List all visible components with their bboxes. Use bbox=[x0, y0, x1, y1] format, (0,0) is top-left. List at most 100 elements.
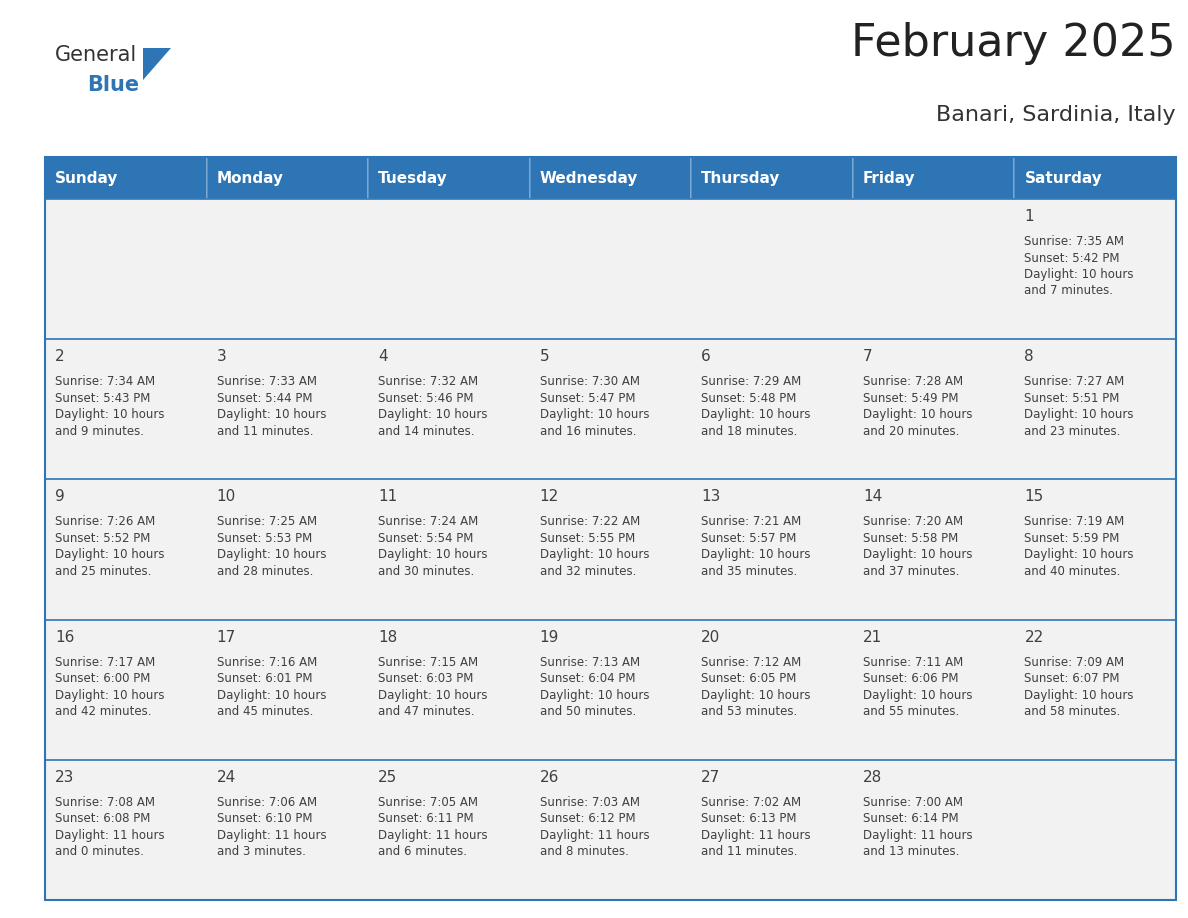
Bar bbox=[368, 620, 530, 760]
Bar bbox=[1015, 479, 1176, 620]
Text: Sunrise: 7:35 AM
Sunset: 5:42 PM
Daylight: 10 hours
and 7 minutes.: Sunrise: 7:35 AM Sunset: 5:42 PM Dayligh… bbox=[1024, 235, 1133, 297]
Text: 28: 28 bbox=[862, 770, 883, 785]
Bar bbox=[1015, 760, 1176, 900]
Text: 16: 16 bbox=[55, 630, 75, 644]
Text: 27: 27 bbox=[701, 770, 721, 785]
Text: 9: 9 bbox=[55, 489, 65, 504]
Text: 18: 18 bbox=[378, 630, 398, 644]
Bar bbox=[691, 157, 853, 199]
Bar bbox=[530, 620, 691, 760]
Text: 15: 15 bbox=[1024, 489, 1044, 504]
Text: Sunrise: 7:28 AM
Sunset: 5:49 PM
Daylight: 10 hours
and 20 minutes.: Sunrise: 7:28 AM Sunset: 5:49 PM Dayligh… bbox=[862, 375, 972, 438]
Bar bbox=[853, 620, 1015, 760]
Bar bbox=[207, 157, 368, 199]
Text: 8: 8 bbox=[1024, 349, 1034, 364]
Text: 17: 17 bbox=[216, 630, 236, 644]
Text: Sunrise: 7:29 AM
Sunset: 5:48 PM
Daylight: 10 hours
and 18 minutes.: Sunrise: 7:29 AM Sunset: 5:48 PM Dayligh… bbox=[701, 375, 810, 438]
Text: 12: 12 bbox=[539, 489, 560, 504]
Bar bbox=[853, 760, 1015, 900]
Text: February 2025: February 2025 bbox=[852, 22, 1176, 65]
Bar bbox=[207, 479, 368, 620]
Text: 24: 24 bbox=[216, 770, 236, 785]
Text: Sunrise: 7:34 AM
Sunset: 5:43 PM
Daylight: 10 hours
and 9 minutes.: Sunrise: 7:34 AM Sunset: 5:43 PM Dayligh… bbox=[55, 375, 164, 438]
Bar bbox=[691, 479, 853, 620]
Bar bbox=[45, 479, 207, 620]
Text: 6: 6 bbox=[701, 349, 712, 364]
Text: Sunrise: 7:25 AM
Sunset: 5:53 PM
Daylight: 10 hours
and 28 minutes.: Sunrise: 7:25 AM Sunset: 5:53 PM Dayligh… bbox=[216, 515, 326, 578]
Text: 7: 7 bbox=[862, 349, 872, 364]
Text: 1: 1 bbox=[1024, 209, 1034, 224]
Text: Sunrise: 7:12 AM
Sunset: 6:05 PM
Daylight: 10 hours
and 53 minutes.: Sunrise: 7:12 AM Sunset: 6:05 PM Dayligh… bbox=[701, 655, 810, 718]
Bar bbox=[691, 760, 853, 900]
Bar bbox=[691, 339, 853, 479]
Bar bbox=[691, 620, 853, 760]
Bar bbox=[207, 760, 368, 900]
Text: Sunrise: 7:20 AM
Sunset: 5:58 PM
Daylight: 10 hours
and 37 minutes.: Sunrise: 7:20 AM Sunset: 5:58 PM Dayligh… bbox=[862, 515, 972, 578]
Text: Sunrise: 7:05 AM
Sunset: 6:11 PM
Daylight: 11 hours
and 6 minutes.: Sunrise: 7:05 AM Sunset: 6:11 PM Dayligh… bbox=[378, 796, 488, 858]
Text: 26: 26 bbox=[539, 770, 560, 785]
Text: Sunrise: 7:32 AM
Sunset: 5:46 PM
Daylight: 10 hours
and 14 minutes.: Sunrise: 7:32 AM Sunset: 5:46 PM Dayligh… bbox=[378, 375, 487, 438]
Text: Sunrise: 7:03 AM
Sunset: 6:12 PM
Daylight: 11 hours
and 8 minutes.: Sunrise: 7:03 AM Sunset: 6:12 PM Dayligh… bbox=[539, 796, 650, 858]
Bar bbox=[368, 339, 530, 479]
Text: Sunrise: 7:15 AM
Sunset: 6:03 PM
Daylight: 10 hours
and 47 minutes.: Sunrise: 7:15 AM Sunset: 6:03 PM Dayligh… bbox=[378, 655, 487, 718]
Text: 11: 11 bbox=[378, 489, 398, 504]
Text: 25: 25 bbox=[378, 770, 398, 785]
Bar bbox=[530, 199, 691, 339]
Text: Sunday: Sunday bbox=[55, 171, 119, 185]
Text: 23: 23 bbox=[55, 770, 75, 785]
Text: Wednesday: Wednesday bbox=[539, 171, 638, 185]
Text: Sunrise: 7:08 AM
Sunset: 6:08 PM
Daylight: 11 hours
and 0 minutes.: Sunrise: 7:08 AM Sunset: 6:08 PM Dayligh… bbox=[55, 796, 165, 858]
Bar bbox=[368, 760, 530, 900]
Text: Sunrise: 7:11 AM
Sunset: 6:06 PM
Daylight: 10 hours
and 55 minutes.: Sunrise: 7:11 AM Sunset: 6:06 PM Dayligh… bbox=[862, 655, 972, 718]
Bar bbox=[45, 157, 207, 199]
Bar bbox=[530, 157, 691, 199]
Text: Sunrise: 7:33 AM
Sunset: 5:44 PM
Daylight: 10 hours
and 11 minutes.: Sunrise: 7:33 AM Sunset: 5:44 PM Dayligh… bbox=[216, 375, 326, 438]
Bar bbox=[207, 620, 368, 760]
Text: Sunrise: 7:09 AM
Sunset: 6:07 PM
Daylight: 10 hours
and 58 minutes.: Sunrise: 7:09 AM Sunset: 6:07 PM Dayligh… bbox=[1024, 655, 1133, 718]
Bar bbox=[45, 620, 207, 760]
Text: Sunrise: 7:21 AM
Sunset: 5:57 PM
Daylight: 10 hours
and 35 minutes.: Sunrise: 7:21 AM Sunset: 5:57 PM Dayligh… bbox=[701, 515, 810, 578]
Text: 5: 5 bbox=[539, 349, 549, 364]
Text: 22: 22 bbox=[1024, 630, 1044, 644]
Bar bbox=[853, 199, 1015, 339]
Text: 2: 2 bbox=[55, 349, 64, 364]
Text: Sunrise: 7:19 AM
Sunset: 5:59 PM
Daylight: 10 hours
and 40 minutes.: Sunrise: 7:19 AM Sunset: 5:59 PM Dayligh… bbox=[1024, 515, 1133, 578]
Bar bbox=[45, 339, 207, 479]
Text: Thursday: Thursday bbox=[701, 171, 781, 185]
Bar bbox=[691, 199, 853, 339]
Bar bbox=[530, 339, 691, 479]
Text: 13: 13 bbox=[701, 489, 721, 504]
Text: 21: 21 bbox=[862, 630, 883, 644]
Text: Sunrise: 7:22 AM
Sunset: 5:55 PM
Daylight: 10 hours
and 32 minutes.: Sunrise: 7:22 AM Sunset: 5:55 PM Dayligh… bbox=[539, 515, 649, 578]
Text: Sunrise: 7:16 AM
Sunset: 6:01 PM
Daylight: 10 hours
and 45 minutes.: Sunrise: 7:16 AM Sunset: 6:01 PM Dayligh… bbox=[216, 655, 326, 718]
Bar bbox=[1015, 339, 1176, 479]
Bar bbox=[45, 157, 1176, 900]
Bar bbox=[368, 199, 530, 339]
Bar bbox=[1015, 620, 1176, 760]
Text: 14: 14 bbox=[862, 489, 883, 504]
Text: Sunrise: 7:26 AM
Sunset: 5:52 PM
Daylight: 10 hours
and 25 minutes.: Sunrise: 7:26 AM Sunset: 5:52 PM Dayligh… bbox=[55, 515, 164, 578]
Bar bbox=[207, 199, 368, 339]
Text: Tuesday: Tuesday bbox=[378, 171, 448, 185]
Text: Sunrise: 7:02 AM
Sunset: 6:13 PM
Daylight: 11 hours
and 11 minutes.: Sunrise: 7:02 AM Sunset: 6:13 PM Dayligh… bbox=[701, 796, 811, 858]
Bar bbox=[1015, 157, 1176, 199]
Text: 4: 4 bbox=[378, 349, 387, 364]
Bar bbox=[853, 339, 1015, 479]
Text: Banari, Sardinia, Italy: Banari, Sardinia, Italy bbox=[936, 105, 1176, 125]
Text: 3: 3 bbox=[216, 349, 227, 364]
Text: Sunrise: 7:13 AM
Sunset: 6:04 PM
Daylight: 10 hours
and 50 minutes.: Sunrise: 7:13 AM Sunset: 6:04 PM Dayligh… bbox=[539, 655, 649, 718]
Text: Sunrise: 7:27 AM
Sunset: 5:51 PM
Daylight: 10 hours
and 23 minutes.: Sunrise: 7:27 AM Sunset: 5:51 PM Dayligh… bbox=[1024, 375, 1133, 438]
Bar bbox=[853, 479, 1015, 620]
Text: Blue: Blue bbox=[87, 75, 139, 95]
Bar bbox=[368, 157, 530, 199]
Text: Sunrise: 7:30 AM
Sunset: 5:47 PM
Daylight: 10 hours
and 16 minutes.: Sunrise: 7:30 AM Sunset: 5:47 PM Dayligh… bbox=[539, 375, 649, 438]
Bar bbox=[530, 479, 691, 620]
Bar bbox=[45, 199, 207, 339]
Bar bbox=[368, 479, 530, 620]
Bar bbox=[1015, 199, 1176, 339]
Text: 19: 19 bbox=[539, 630, 560, 644]
Text: Monday: Monday bbox=[216, 171, 284, 185]
Text: Sunrise: 7:17 AM
Sunset: 6:00 PM
Daylight: 10 hours
and 42 minutes.: Sunrise: 7:17 AM Sunset: 6:00 PM Dayligh… bbox=[55, 655, 164, 718]
Bar bbox=[853, 157, 1015, 199]
Bar bbox=[207, 339, 368, 479]
